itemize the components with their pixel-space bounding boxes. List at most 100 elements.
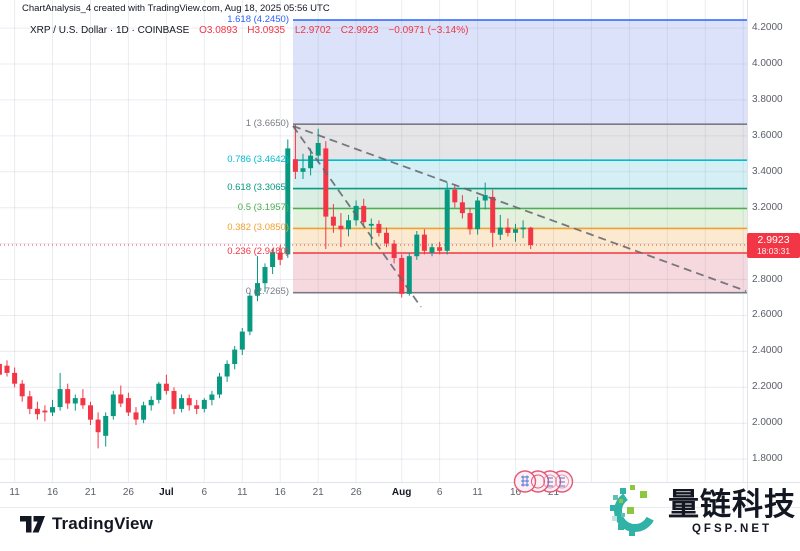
candle (330, 204, 336, 233)
candle (467, 207, 473, 235)
candle (437, 241, 443, 255)
time-tick: 11 (237, 487, 248, 498)
candle (224, 360, 230, 382)
trendline-dashed[interactable] (292, 125, 422, 308)
candle (125, 392, 131, 416)
candle (444, 182, 450, 255)
candle (520, 220, 526, 239)
candle (0, 363, 2, 375)
price-tick: 3.2000 (752, 201, 783, 213)
snapshot-title: ChartAnalysis_4 created with TradingView… (22, 3, 330, 14)
tradingview-wordmark: TradingView (52, 514, 153, 533)
candle (497, 214, 503, 240)
time-tick: 21 (547, 487, 560, 498)
candle (353, 200, 359, 226)
site-watermark: 量链科技 QFSP.NET (607, 483, 796, 539)
fib-label-0: 0 (2.7265) (245, 286, 289, 298)
time-tick: 16 (46, 487, 59, 498)
candle (255, 256, 260, 302)
price-tick: 2.4000 (752, 345, 783, 357)
fib-label-1.618: 1.618 (4.2450) (227, 13, 289, 25)
candle (376, 220, 382, 237)
candle (4, 360, 10, 377)
candlestick-series (0, 124, 534, 449)
candle (482, 182, 488, 210)
bar-countdown: 18:03:31 (756, 245, 791, 256)
candle (209, 390, 215, 406)
price-tick: 3.8000 (752, 93, 783, 105)
candle (505, 218, 511, 237)
candle (414, 231, 420, 260)
price-tick: 2.2000 (752, 381, 783, 393)
time-scale-border (0, 482, 800, 483)
watermark-logo-icon (610, 485, 656, 536)
ohlc-low: L2.9702 (294, 25, 331, 36)
price-tick: 2.6000 (752, 309, 783, 321)
candle (118, 385, 124, 408)
candle (103, 412, 109, 447)
candle (399, 254, 405, 298)
candle (194, 399, 200, 415)
fib-label-1: 1 (3.6650) (245, 117, 289, 129)
candle (57, 372, 63, 411)
watermark-brand-text: 量链科技 (668, 486, 796, 522)
candle (308, 148, 314, 176)
candle (201, 398, 207, 413)
time-tick: 11 (9, 487, 20, 498)
trendlines[interactable] (292, 125, 747, 308)
price-tick: 3.6000 (752, 129, 783, 141)
candle (186, 394, 192, 411)
price-tick: 4.2000 (752, 22, 783, 34)
time-tick: 26 (350, 487, 362, 498)
candle (34, 401, 40, 420)
candle (156, 381, 162, 404)
candle (300, 153, 306, 179)
footer-border (0, 507, 800, 508)
tradingview-mark-icon (20, 515, 45, 532)
symbol-description: XRP / U.S. Dollar · 1D · COINBASE (30, 25, 190, 36)
time-tick: 6 (436, 487, 443, 498)
candle (429, 243, 435, 257)
fib-label-0.382: 0.382 (3.0850) (227, 221, 289, 233)
candle (262, 263, 268, 293)
candle (171, 387, 177, 415)
candle (179, 394, 185, 413)
tradingview-logo[interactable]: TradingView (20, 514, 153, 534)
price-tick: 4.0000 (752, 58, 783, 70)
candle (232, 346, 238, 370)
candle (475, 196, 481, 235)
watermark-url-text: QFSP.NET (691, 522, 773, 535)
candle (391, 240, 397, 264)
candle (270, 249, 276, 275)
candle (12, 367, 18, 388)
price-tick: 3.4000 (752, 165, 783, 177)
candle (247, 292, 253, 336)
fib-label-0.5: 0.5 (3.1957) (237, 201, 289, 213)
candle (148, 396, 154, 411)
candle (80, 389, 86, 409)
trendline-dashed[interactable] (292, 125, 747, 292)
time-tick: 11 (472, 487, 483, 498)
price-tick: 1.8000 (752, 453, 783, 465)
time-tick: Aug (391, 487, 412, 498)
candle (239, 328, 245, 355)
candle (361, 198, 367, 226)
candle (72, 394, 78, 411)
candle (141, 401, 147, 424)
candle (421, 229, 427, 255)
time-tick: 6 (201, 487, 208, 498)
coins-stamp-icon (513, 470, 574, 493)
candle (459, 195, 465, 219)
candle (65, 383, 71, 409)
candle (19, 380, 25, 402)
symbol-info-row[interactable]: XRP / U.S. Dollar · 1D · COINBASE O3.089… (30, 25, 468, 36)
current-price-label: 2.9923 18:03:31 (747, 232, 800, 258)
ohlc-close: C2.9923 (340, 25, 379, 36)
time-tick: 21 (84, 487, 97, 498)
fib-bands (293, 20, 747, 293)
change-value: −0.0971 (−3.14%) (388, 25, 469, 36)
candle (292, 124, 298, 179)
candle (346, 214, 351, 237)
